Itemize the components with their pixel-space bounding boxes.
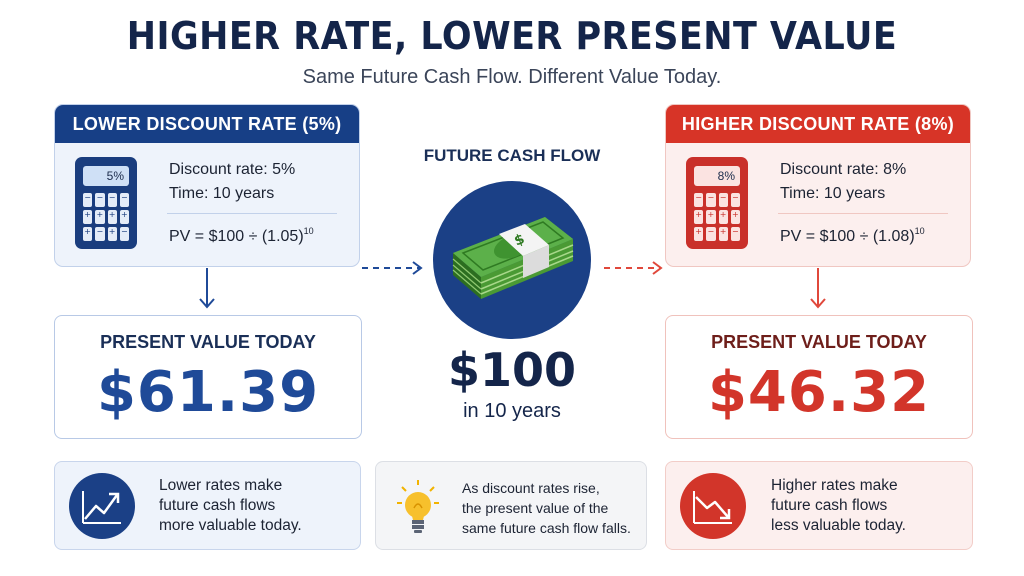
pv-label: PRESENT VALUE TODAY [100,332,316,352]
trend-up-icon [69,473,135,539]
calculator-key: − [706,227,716,241]
pv-value: $61.39 [96,360,320,425]
calculator-keys: − − − − + + + + + − + − [694,193,740,241]
calculator-key: − [95,227,105,241]
pv-label: PRESENT VALUE TODAY [711,332,927,352]
right-dashed-arrow-head [652,261,663,275]
page-title: HIGHER RATE, LOWER PRESENT VALUE [126,14,898,58]
pv-formula-text: PV = $100 ÷ (1.08) [780,228,915,245]
time-text: Time: 10 years [169,185,275,202]
note-line: future cash flows [771,497,888,514]
lower-rate-card: LOWER DISCOUNT RATE (5%) 5% − − − − + + … [54,104,360,267]
note-line: more valuable today. [159,517,302,534]
calculator-key: + [718,210,728,224]
higher-rate-note-card: Higher rates make future cash flows less… [665,461,973,550]
pv-formula-exponent: 10 [914,226,925,236]
calculator-key: − [730,227,740,241]
note-line: Higher rates make [771,477,898,494]
calculator-key: − [730,193,740,207]
money-circle: $ [433,181,591,339]
future-amount: $100 [447,343,577,397]
calculator-key: − [95,193,105,207]
note-line: future cash flows [159,497,276,514]
calculator-keys: − − − − + + + + + − + − [83,193,129,241]
pv-formula-text: PV = $100 ÷ (1.05) [169,228,304,245]
calculator-key: + [119,210,129,224]
right-down-arrow-head [810,298,826,309]
divider [778,213,948,214]
future-cash-flow-label: FUTURE CASH FLOW [423,146,601,165]
note-line: less valuable today. [771,517,906,534]
calculator-key: + [95,210,105,224]
center-note-text: As discount rates rise, the present valu… [462,478,644,538]
calculator-display: 8% [694,166,740,186]
calculator-key: + [107,227,117,241]
lower-rate-card-title: LOWER DISCOUNT RATE (5%) [55,105,359,143]
page-subtitle: Same Future Cash Flow. Different Value T… [302,66,722,88]
higher-rate-card-title: HIGHER DISCOUNT RATE (8%) [666,105,970,143]
calculator-key: + [718,227,728,241]
higher-rate-card: HIGHER DISCOUNT RATE (8%) 8% − − − − + +… [665,104,971,267]
calculator-key: − [107,193,117,207]
calculator-key: + [83,210,93,224]
calculator-icon: 8% − − − − + + + + + − + − [686,157,748,249]
calculator-key: + [706,210,716,224]
left-down-arrow-head [199,298,215,309]
calculator-key: − [718,193,728,207]
discount-rate-text: Discount rate: 5% [169,161,296,178]
calculator-key: + [83,227,93,241]
calculator-key: + [730,210,740,224]
lower-rate-pv-card: PRESENT VALUE TODAY $61.39 [54,315,362,439]
lower-rate-note-text: Lower rates make future cash flows more … [159,476,349,536]
note-line: Lower rates make [159,477,283,494]
higher-rate-note-text: Higher rates make future cash flows less… [771,476,961,536]
pv-formula: PV = $100 ÷ (1.08)10 [780,226,925,246]
pv-value: $46.32 [707,360,931,425]
higher-rate-pv-card: PRESENT VALUE TODAY $46.32 [665,315,973,439]
calculator-key: + [694,210,704,224]
calculator-key: − [119,227,129,241]
calculator-display: 5% [83,166,129,186]
note-line: the present value of the [462,500,609,516]
divider [167,213,337,214]
calculator-key: + [107,210,117,224]
pv-formula-exponent: 10 [303,226,314,236]
calculator-key: − [83,193,93,207]
cash-stack-icon: $ [452,217,574,299]
trend-down-icon [680,473,746,539]
discount-rate-text: Discount rate: 8% [780,161,907,178]
calculator-key: − [706,193,716,207]
calculator-key: − [694,193,704,207]
lower-rate-note-card: Lower rates make future cash flows more … [54,461,361,550]
calculator-key: − [119,193,129,207]
center-note-card: As discount rates rise, the present valu… [375,461,647,550]
calculator-key: + [694,227,704,241]
note-line: same future cash flow falls. [462,520,631,536]
time-text: Time: 10 years [780,185,886,202]
note-line: As discount rates rise, [462,480,600,496]
lightbulb-icon [396,478,440,538]
calculator-icon: 5% − − − − + + + + + − + − [75,157,137,249]
pv-formula: PV = $100 ÷ (1.05)10 [169,226,314,246]
time-horizon: in 10 years [463,400,561,422]
left-dashed-arrow-head [412,261,423,275]
